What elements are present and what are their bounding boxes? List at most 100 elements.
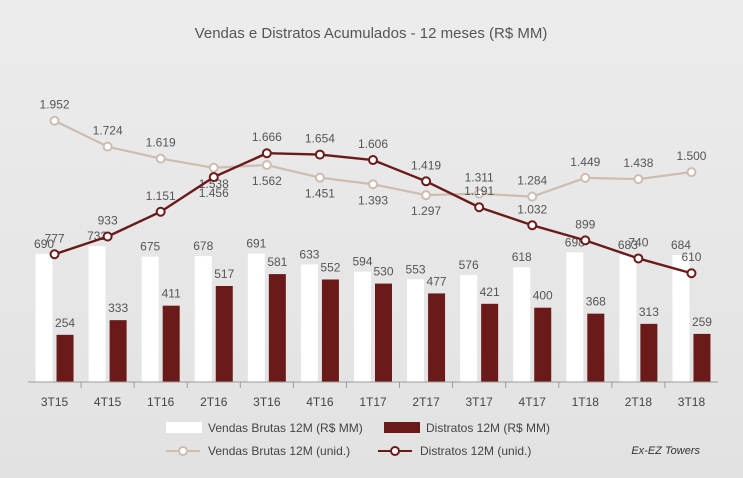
distratos-unid-point	[580, 235, 591, 246]
vendas-unid-point	[686, 167, 697, 178]
vendas-bar-label: 633	[299, 247, 319, 261]
vendas-bar	[460, 275, 478, 382]
vendas-unid-point	[527, 191, 538, 202]
distratos-bar	[162, 305, 180, 382]
vendas-unid-point	[421, 190, 432, 201]
x-tick-label: 2T18	[625, 395, 653, 409]
x-tick-label: 1T17	[359, 395, 387, 409]
legend-marker	[390, 446, 400, 456]
vendas-bar	[141, 256, 159, 382]
vendas-unid-label: 1.562	[252, 174, 282, 188]
vendas-unid-point	[261, 160, 272, 171]
distratos-bar	[640, 323, 658, 382]
vendas-bar-label: 683	[618, 238, 638, 252]
distratos-unid-label: 1.419	[411, 158, 441, 172]
vendas-unid-point	[314, 172, 325, 183]
distratos-unid-label: 1.456	[199, 186, 229, 200]
vendas-unid-label: 1.438	[623, 156, 653, 170]
distratos-bar-label: 313	[639, 305, 659, 319]
vendas-bar	[566, 252, 584, 382]
x-tick-label: 4T17	[519, 395, 547, 409]
vendas-bar-label: 594	[352, 255, 372, 269]
distratos-bar-label: 581	[267, 255, 287, 269]
legend-label: Vendas Brutas 12M (R$ MM)	[208, 421, 363, 435]
vendas-bar-label: 618	[512, 250, 532, 264]
distratos-unid-point	[49, 249, 60, 260]
vendas-unid-label: 1.952	[40, 98, 70, 112]
distratos-unid-label: 1.606	[358, 137, 388, 151]
vendas-bar	[672, 254, 690, 382]
source-note: Ex-EZ Towers	[631, 445, 700, 457]
vendas-unid-label: 1.311	[465, 171, 494, 185]
distratos-bar-label: 552	[320, 260, 340, 274]
distratos-bar	[268, 274, 286, 382]
vendas-bar-label: 675	[140, 240, 160, 254]
vendas-bar-label: 576	[459, 258, 479, 272]
vendas-unid-point	[102, 141, 113, 152]
distratos-unid-point	[527, 220, 538, 231]
vendas-unid-label: 1.451	[305, 187, 335, 201]
vendas-unid-label: 1.393	[358, 193, 388, 207]
x-tick-label: 3T15	[41, 395, 69, 409]
vendas-unid-point	[474, 188, 485, 199]
vendas-bar	[300, 264, 318, 382]
distratos-bar	[481, 303, 499, 382]
distratos-unid-label: 1.654	[305, 132, 335, 146]
x-tick-label: 3T17	[465, 395, 493, 409]
vendas-unid-label: 1.449	[570, 155, 600, 169]
vendas-bar-label: 732	[87, 229, 107, 243]
distratos-bar-label: 411	[162, 287, 181, 301]
vendas-unid-point	[633, 174, 644, 185]
chart-title: Vendas e Distratos Acumulados - 12 meses…	[195, 25, 548, 42]
distratos-unid-point	[314, 149, 325, 160]
legend-swatch	[384, 422, 420, 433]
distratos-unid-label: 1.191	[464, 184, 494, 198]
distratos-bar	[375, 283, 392, 382]
vendas-unid-point	[368, 179, 378, 190]
vendas-unid-label: 1.297	[411, 204, 441, 218]
vendas-bar-label: 678	[193, 239, 213, 253]
x-tick-label: 2T16	[200, 395, 228, 409]
distratos-unid-label: 899	[575, 217, 595, 231]
distratos-bar-label: 259	[692, 315, 712, 329]
distratos-unid-point	[155, 206, 166, 217]
distratos-bar	[109, 320, 127, 382]
distratos-bar-label: 421	[480, 285, 500, 299]
distratos-unid-label: 1.151	[146, 189, 176, 203]
distratos-bar	[587, 313, 605, 382]
vendas-bar	[407, 279, 425, 382]
legend: Vendas Brutas 12M (R$ MM) Distratos 12M (…	[166, 421, 550, 458]
distratos-bar	[534, 307, 552, 382]
distratos-unid-point	[633, 253, 644, 264]
distratos-bar	[56, 334, 74, 382]
vendas-bar	[354, 271, 371, 382]
distratos-unid-label: 933	[98, 214, 118, 228]
distratos-unid-label: 1.032	[517, 202, 547, 216]
legend-label: Distratos 12M (R$ MM)	[426, 421, 550, 435]
x-tick-label: 3T18	[678, 395, 706, 409]
vendas-bar	[247, 253, 265, 382]
x-tick-label: 4T16	[306, 395, 334, 409]
distratos-unid-label: 740	[628, 235, 648, 249]
distratos-unid-point	[686, 268, 697, 279]
distratos-unid-point	[474, 202, 485, 213]
distratos-unid-label: 777	[45, 231, 65, 245]
legend-marker	[178, 446, 188, 456]
vendas-bar	[35, 253, 53, 382]
distratos-bar	[693, 333, 711, 382]
x-tick-label: 2T17	[412, 395, 440, 409]
legend-swatch	[166, 422, 202, 433]
distratos-unid-label: 1.666	[252, 130, 282, 144]
vendas-bar-label: 553	[406, 262, 426, 276]
x-tick-label: 3T16	[253, 395, 281, 409]
vendas-bar-label: 684	[671, 238, 691, 252]
distratos-bar-label: 477	[427, 274, 447, 288]
x-tick-label: 4T15	[94, 395, 122, 409]
x-tick-label: 1T16	[147, 395, 175, 409]
distratos-bar	[428, 293, 446, 382]
vendas-unid-label: 1.284	[517, 174, 547, 188]
legend-label: Vendas Brutas 12M (unid.)	[208, 444, 350, 458]
vendas-bar	[194, 256, 212, 382]
